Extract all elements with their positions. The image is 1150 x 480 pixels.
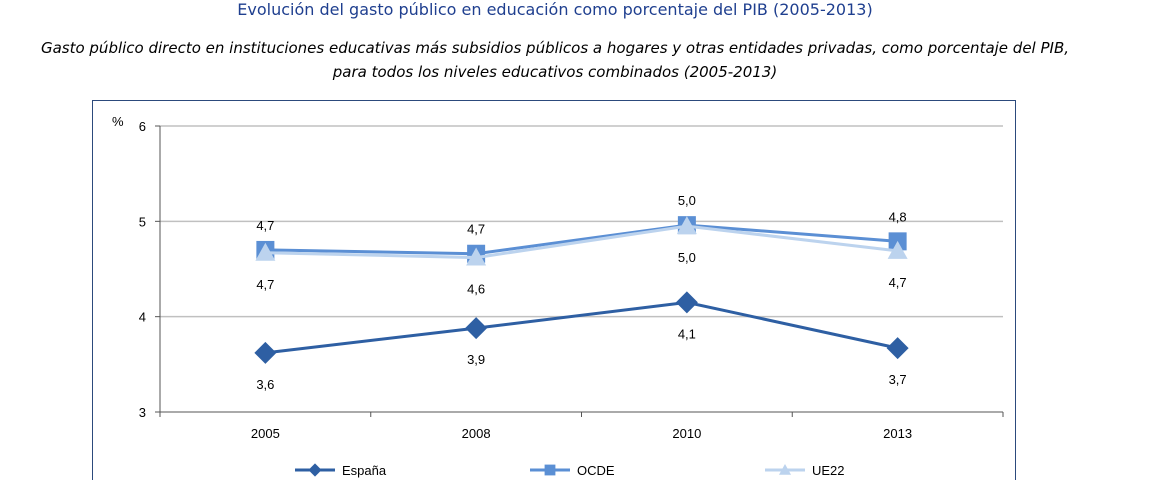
data-label: 4,8 bbox=[889, 209, 907, 224]
legend-item-2: UE22 bbox=[765, 463, 845, 478]
x-tick-label: 2013 bbox=[883, 426, 912, 441]
data-labels-1: 4,7 4,7 5,0 4,8 bbox=[256, 193, 906, 237]
y-tick-label: 4 bbox=[139, 310, 146, 325]
legend-item-0: España bbox=[295, 463, 387, 478]
y-tick-label: 5 bbox=[139, 214, 146, 229]
data-label: 5,0 bbox=[678, 250, 696, 265]
chart-frame bbox=[92, 100, 1016, 480]
data-point-marker bbox=[779, 464, 791, 475]
data-label: 4,7 bbox=[889, 275, 907, 290]
series-group: 3,6 3,9 4,1 3,7 4,7 4,7 5,0 4,8 4,7 4,6 5,0 4,7 bbox=[254, 193, 909, 392]
y-tick-labels: 3 4 5 6 bbox=[139, 119, 160, 420]
y-axis-unit-label: % bbox=[112, 114, 124, 129]
data-point-marker bbox=[887, 240, 908, 259]
series-0 bbox=[254, 291, 909, 364]
x-tick-label: 2005 bbox=[251, 426, 280, 441]
data-labels-0: 3,6 3,9 4,1 3,7 bbox=[256, 326, 906, 392]
data-point-marker bbox=[886, 337, 909, 360]
data-label: 3,7 bbox=[889, 372, 907, 387]
x-tick-labels: 2005 2008 2010 2013 bbox=[159, 412, 1004, 441]
legend-label: España bbox=[342, 463, 387, 478]
data-point-marker bbox=[255, 242, 276, 261]
chart-title: Evolución del gasto público en educación… bbox=[237, 0, 873, 19]
data-labels-2: 4,7 4,6 5,0 4,7 bbox=[256, 250, 906, 296]
x-tick-label: 2010 bbox=[672, 426, 701, 441]
series-line bbox=[265, 300, 898, 355]
data-point-marker bbox=[544, 464, 556, 476]
data-point-marker bbox=[308, 463, 322, 477]
legend-label: UE22 bbox=[812, 463, 845, 478]
data-point-marker bbox=[676, 216, 697, 235]
legend-label: OCDE bbox=[577, 463, 615, 478]
data-label: 5,0 bbox=[678, 193, 696, 208]
y-tick-label: 6 bbox=[139, 119, 146, 134]
series-line bbox=[265, 223, 898, 256]
legend: España OCDE UE22 bbox=[295, 463, 845, 478]
data-point-marker bbox=[466, 247, 487, 266]
data-point-marker bbox=[254, 341, 277, 364]
chart-subtitle: Gasto público directo en instituciones e… bbox=[40, 39, 1070, 81]
y-tick-label: 3 bbox=[139, 405, 146, 420]
x-tick-label: 2008 bbox=[462, 426, 491, 441]
data-label: 4,7 bbox=[467, 222, 485, 237]
series-line bbox=[265, 224, 898, 260]
legend-item-1: OCDE bbox=[530, 463, 615, 478]
data-label: 4,7 bbox=[256, 277, 274, 292]
gridlines bbox=[160, 125, 1003, 318]
axes bbox=[159, 126, 1003, 413]
data-label: 4,1 bbox=[678, 326, 696, 341]
data-point-marker bbox=[675, 291, 698, 314]
series-2 bbox=[255, 216, 908, 266]
data-label: 3,9 bbox=[467, 352, 485, 367]
data-label: 4,7 bbox=[256, 218, 274, 233]
data-label: 4,6 bbox=[467, 282, 485, 297]
data-label: 3,6 bbox=[256, 377, 274, 392]
data-point-marker bbox=[465, 317, 488, 340]
